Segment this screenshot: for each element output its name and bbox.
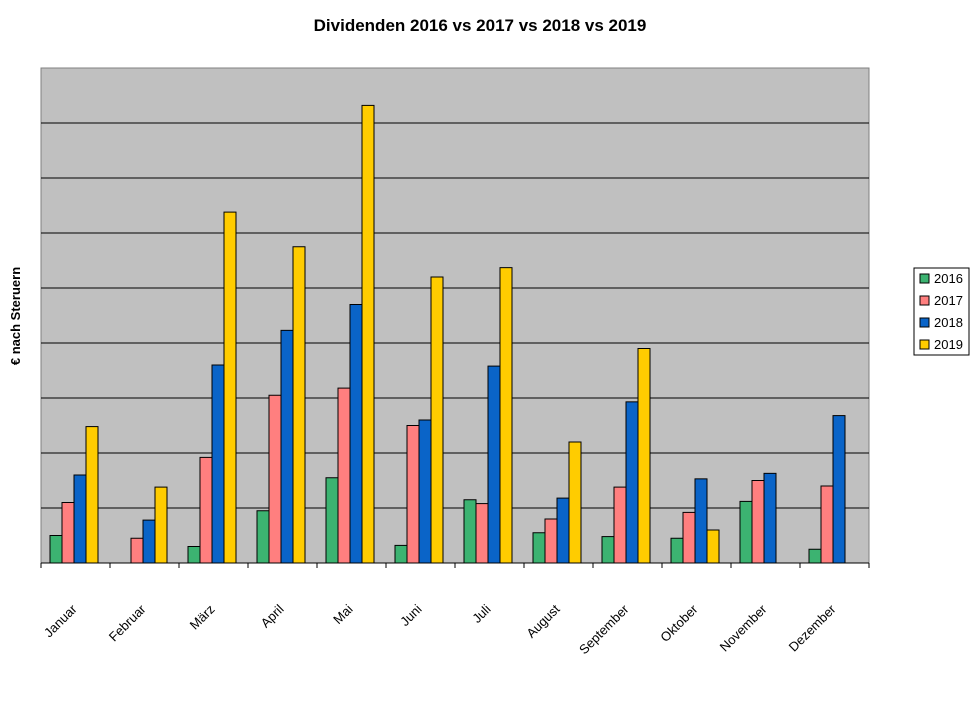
x-tick-label: Mai <box>330 601 355 626</box>
bar-2016-Oktober <box>670 537 684 564</box>
bar-2017-November <box>751 480 765 564</box>
bar-2018-August <box>556 497 570 564</box>
bar-2017-Februar <box>130 537 144 564</box>
legend: 2016 2017 2018 2019 <box>913 267 970 356</box>
legend-label-2016: 2016 <box>934 271 963 286</box>
bar-2019-Januar <box>85 426 99 564</box>
bar-2016-Dezember <box>808 548 822 564</box>
bars <box>49 104 846 564</box>
bar-2017-Mai <box>337 387 351 564</box>
bar-2019-Juli <box>499 267 513 564</box>
bar-2016-September <box>601 536 615 564</box>
x-tick-label: Oktober <box>657 601 701 645</box>
bar-2016-November <box>739 500 753 564</box>
bar-2018-Juni <box>418 419 432 564</box>
bar-2019-September <box>637 348 651 564</box>
bar-2018-September <box>625 401 639 564</box>
bar-2019-Mai <box>361 104 375 564</box>
bar-2018-Juli <box>487 365 501 564</box>
bar-2018-April <box>280 329 294 564</box>
x-tick-label: Januar <box>41 601 80 640</box>
bar-2016-Juni <box>394 544 408 564</box>
bar-2018-Oktober <box>694 478 708 564</box>
bar-2017-August <box>544 518 558 564</box>
legend-swatch-2016 <box>919 273 930 284</box>
bar-2017-Oktober <box>682 511 696 564</box>
x-tick-label: Juni <box>397 601 425 629</box>
bar-2017-September <box>613 486 627 564</box>
plot-area <box>40 67 870 564</box>
bar-2018-Februar <box>142 519 156 564</box>
x-tick-label: August <box>523 601 562 640</box>
x-tick-label: April <box>258 601 287 630</box>
bar-2019-März <box>223 211 237 564</box>
chart-title: Dividenden 2016 vs 2017 vs 2018 vs 2019 <box>314 16 647 35</box>
bar-2017-Juli <box>475 503 489 564</box>
bar-2018-Januar <box>73 474 87 564</box>
x-tick-label: Februar <box>106 601 149 644</box>
legend-swatch-2019 <box>919 339 930 350</box>
bar-2017-Januar <box>61 502 75 564</box>
bar-2019-April <box>292 246 306 564</box>
bar-2018-Mai <box>349 304 363 564</box>
bar-2016-April <box>256 510 270 564</box>
bar-2018-März <box>211 364 225 564</box>
legend-swatch-2018 <box>919 317 930 328</box>
legend-label-2018: 2018 <box>934 315 963 330</box>
bar-2016-Juli <box>463 499 477 564</box>
bar-2016-Mai <box>325 477 339 564</box>
bar-2019-August <box>568 441 582 564</box>
x-tick-label: Dezember <box>786 601 839 654</box>
legend-swatch-2017 <box>919 295 930 306</box>
y-axis-label: € nach Steruern <box>8 267 23 365</box>
x-tick-label: September <box>576 601 632 657</box>
bar-2019-Oktober <box>706 529 720 564</box>
bar-2016-März <box>187 546 201 564</box>
bar-2017-Dezember <box>820 485 834 564</box>
bar-2018-Dezember <box>832 415 846 564</box>
bar-2016-Januar <box>49 535 63 564</box>
bar-2019-Februar <box>154 486 168 564</box>
x-tick-label: März <box>187 602 218 633</box>
legend-label-2017: 2017 <box>934 293 963 308</box>
x-tick-label: Juli <box>469 601 493 625</box>
bar-2017-Juni <box>406 425 420 564</box>
bar-2016-August <box>532 532 546 564</box>
x-tick-label: November <box>717 601 770 654</box>
bar-2018-November <box>763 472 777 564</box>
gridlines <box>41 122 869 509</box>
x-ticks <box>40 563 870 568</box>
bar-2019-Juni <box>430 276 444 564</box>
legend-label-2019: 2019 <box>934 337 963 352</box>
x-tick-labels: Januar Februar März April Mai Juni Juli August S… <box>41 601 839 657</box>
bar-2017-März <box>199 456 213 564</box>
bar-2017-April <box>268 394 282 564</box>
